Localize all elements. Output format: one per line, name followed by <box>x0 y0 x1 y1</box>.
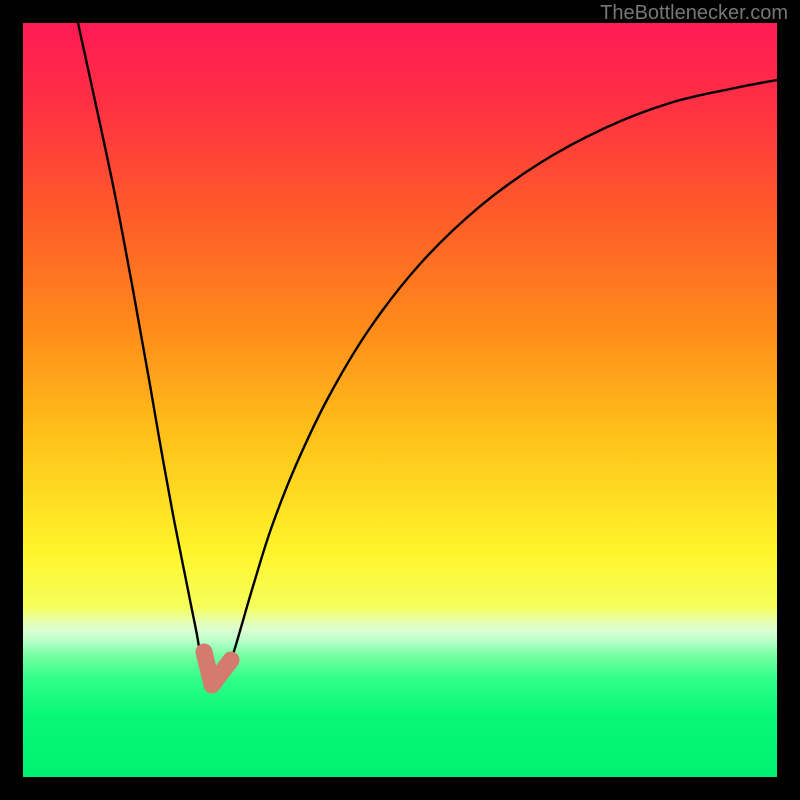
chart-svg <box>0 0 800 800</box>
watermark-label: TheBottlenecker.com <box>600 2 788 25</box>
gradient-background <box>23 23 777 777</box>
